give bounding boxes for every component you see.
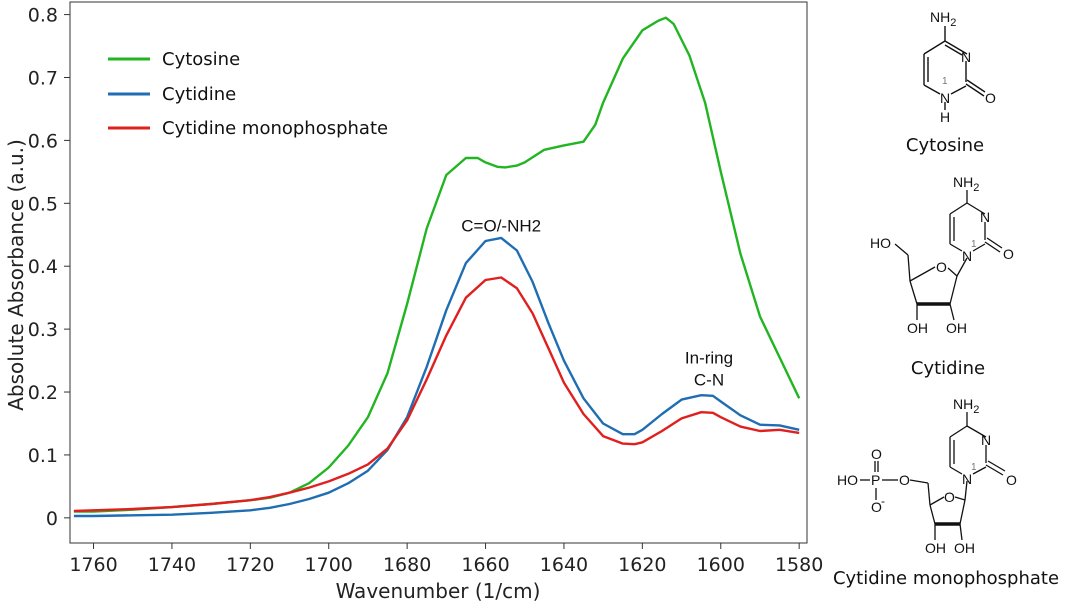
x-tick-label: 1640 [540, 554, 588, 576]
x-tick-label: 1620 [618, 554, 666, 576]
cytosine-n1-label: N [940, 90, 950, 106]
y-tick-label: 0.3 [28, 319, 58, 341]
plot-frame [69, 1, 808, 544]
cytosine-h-label: H [940, 109, 950, 125]
legend: Cytosine Cytidine Cytidine monophosphate [108, 49, 388, 139]
cytidine-n1-label: N [962, 248, 972, 264]
cmp-oh-right-label: OH [954, 540, 975, 556]
cmp-ring-o-label: O [944, 489, 955, 505]
annotations: C=O/-NH2 In-ring C-N [461, 217, 733, 390]
cytosine-structure [923, 26, 986, 110]
cytosine-position-1: 1 [942, 76, 948, 87]
cytidine-ho-label: HO [870, 235, 891, 251]
cytidine-ring-o-label: O [936, 259, 947, 275]
cytosine-caption: Cytosine [906, 135, 984, 156]
annotation-c-n: C-N [694, 371, 724, 390]
cytidine-position-1: 1 [971, 239, 977, 250]
cmp-caption: Cytidine monophosphate [833, 568, 1059, 589]
cmp-n1-label: N [962, 471, 972, 487]
series-layer [73, 16, 801, 518]
cytidine-nh2-label: NH2 [953, 174, 979, 194]
x-tick-label: 1580 [775, 554, 823, 576]
cmp-ho-label: HO [837, 472, 858, 488]
y-tick-label: 0.2 [28, 382, 58, 404]
x-tick-label: 1700 [305, 554, 353, 576]
cmp-position-1: 1 [971, 462, 977, 473]
cmp-p-label: P [871, 472, 880, 488]
y-tick-label: 0.8 [28, 5, 58, 27]
cytidine-oh-right-label: OH [946, 320, 967, 336]
y-tick-label: 0.7 [28, 67, 58, 89]
legend-label-cytidine: Cytidine [162, 84, 236, 105]
x-axis-title: Wavenumber (1/cm) [336, 579, 541, 603]
cmp-po-charge: - [881, 494, 885, 508]
y-tick-label: 0.1 [28, 445, 58, 467]
legend-label-cmp: Cytidine monophosphate [162, 118, 388, 139]
y-tick-label: 0.6 [28, 130, 58, 152]
y-tick-label: 0 [46, 508, 58, 530]
x-tick-label: 1660 [461, 554, 509, 576]
series-line-cytidine [73, 236, 800, 518]
legend-label-cytosine: Cytosine [162, 49, 240, 70]
cytidine-n3-label: N [980, 209, 990, 225]
y-tick-label: 0.5 [28, 193, 58, 215]
x-tick-label: 1760 [69, 554, 117, 576]
cmp-n3-label: N [981, 432, 991, 448]
annotation-in-ring: In-ring [685, 349, 733, 368]
plot-area: 1760 1740 1720 1700 1680 1660 1640 1620 1600 1580… [28, 1, 824, 576]
x-tick-label: 1680 [383, 554, 431, 576]
cmp-ester-o-label: O [899, 472, 910, 488]
x-tick-label: 1600 [697, 554, 745, 576]
cytidine-structure [894, 190, 1003, 321]
cytidine-o-label: O [1003, 246, 1014, 262]
x-tick-label: 1720 [226, 554, 274, 576]
y-tick-label: 0.4 [28, 256, 58, 278]
cytidine-oh-left-label: OH [907, 320, 928, 336]
cytidine-caption: Cytidine [911, 358, 985, 379]
cytosine-o-label: O [985, 90, 996, 106]
cytosine-nh2-label: NH2 [930, 9, 956, 29]
cytosine-n3-label: N [961, 49, 971, 65]
cmp-po-top-label: O [871, 446, 882, 462]
cmp-structure [860, 412, 1006, 541]
cmp-nh2-label: NH2 [953, 396, 979, 416]
annotation-c-o-nh2: C=O/-NH2 [461, 217, 541, 236]
cmp-po-bottom-label: O [871, 499, 882, 515]
cmp-o-label: O [1006, 472, 1017, 488]
x-tick-label: 1740 [148, 554, 196, 576]
series-line-cytidine-monophosphate [73, 276, 800, 513]
cmp-oh-left-label: OH [925, 540, 946, 556]
ticks-layer: 1760 1740 1720 1700 1680 1660 1640 1620 1600 1580… [28, 5, 824, 576]
y-axis-title: Absolute Absorbance (a.u.) [4, 139, 28, 411]
